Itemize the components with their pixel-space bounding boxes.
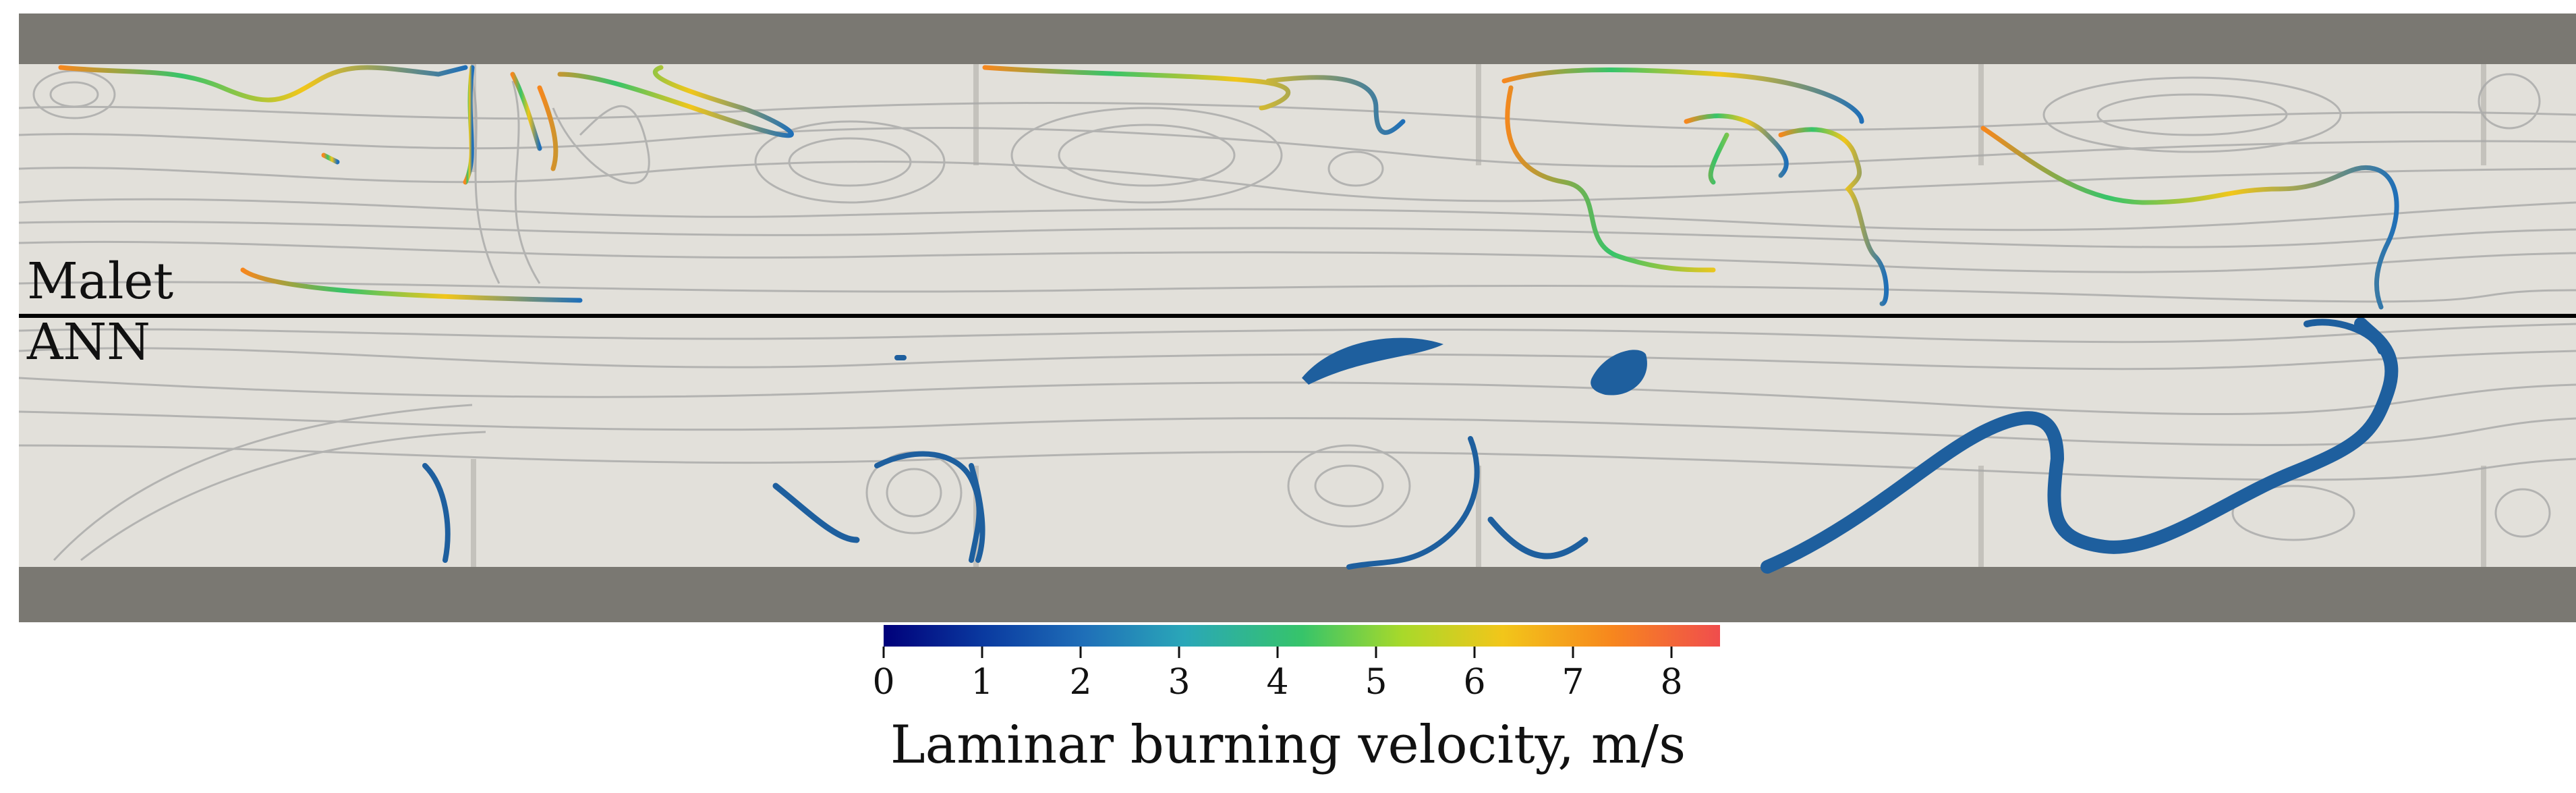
colorbar-ticks <box>882 647 1673 658</box>
streamlines-bottom <box>18 323 2576 562</box>
bottom-baffles <box>471 459 2486 567</box>
colorbar-tick-label: 8 <box>1660 662 1683 703</box>
colorbar-tick-label: 6 <box>1463 662 1486 703</box>
ann-flame-lobe-1 <box>1302 337 1443 385</box>
colorbar-tick-label: 1 <box>971 662 994 703</box>
ann-flame-lobe-2 <box>1591 350 1647 395</box>
colorbar-tick-label: 5 <box>1365 662 1387 703</box>
top-wall <box>19 13 2576 64</box>
panel-label-ann: ANN <box>27 313 150 371</box>
colorbar-tick-label: 2 <box>1069 662 1092 703</box>
colorbar-tick-label: 7 <box>1562 662 1584 703</box>
flame-front-ann <box>422 317 2399 574</box>
colorbar-tick-label: 3 <box>1168 662 1191 703</box>
panel-label-malet: Malet <box>27 252 174 310</box>
colorbar-title: Laminar burning velocity, m/s <box>890 715 1686 775</box>
flame-front-malet <box>58 65 2399 310</box>
streamlines-top <box>18 70 2576 303</box>
bottom-wall <box>19 567 2576 622</box>
colorbar <box>884 625 1720 647</box>
colorbar-tick-label: 0 <box>872 662 895 703</box>
colorbar-tick-label: 4 <box>1266 662 1289 703</box>
